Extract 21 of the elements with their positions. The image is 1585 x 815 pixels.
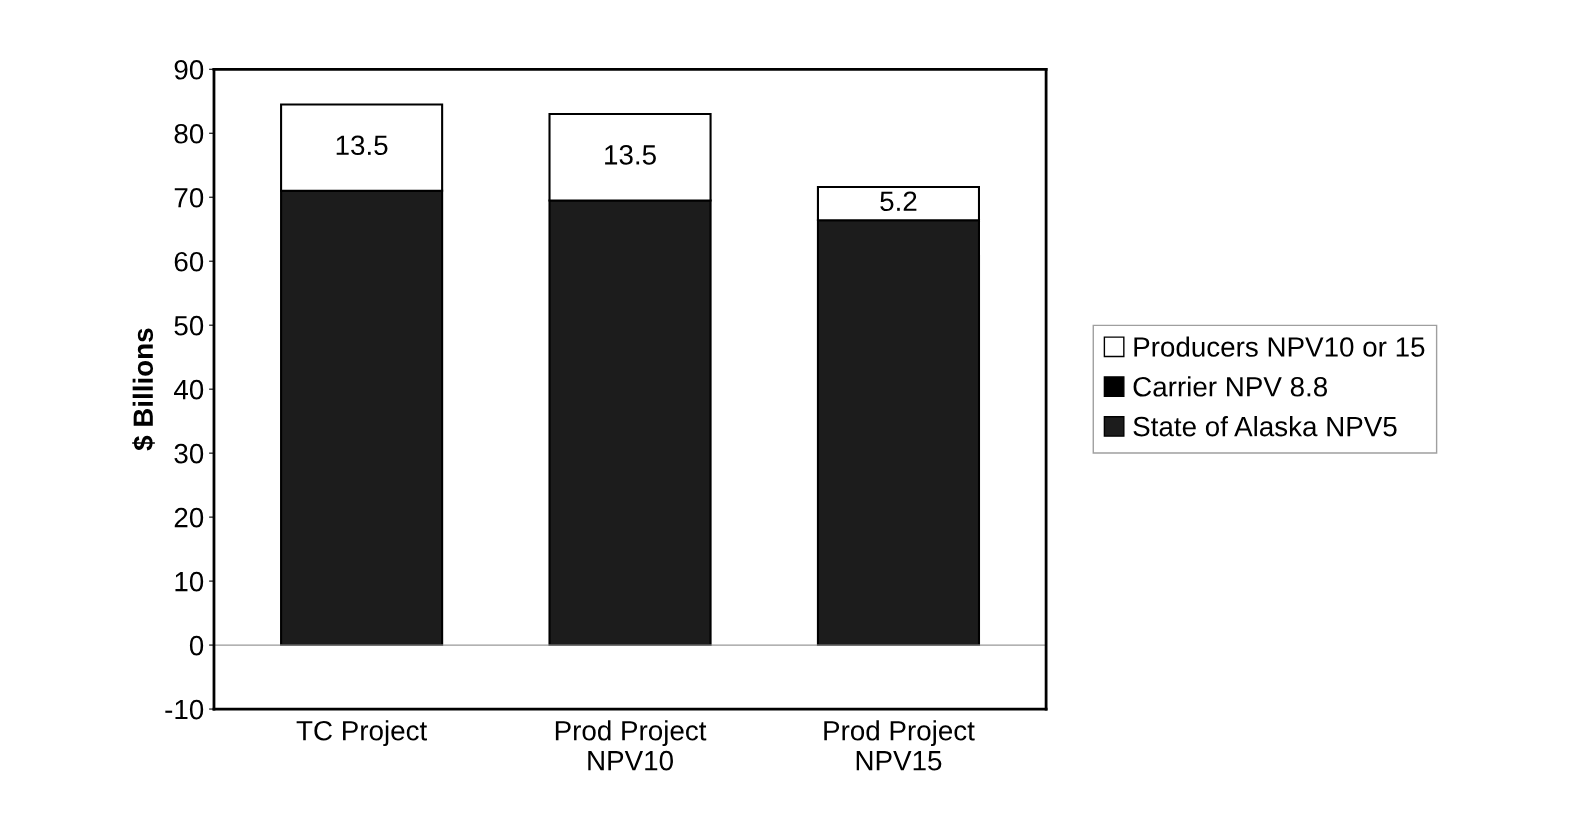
- y-tick-label: 70: [174, 187, 204, 208]
- y-tick-label: 0: [189, 635, 204, 656]
- data-label: 13.5: [605, 145, 656, 165]
- data-label: 13.5: [336, 135, 388, 156]
- y-tick-label: 40: [174, 379, 204, 400]
- x-tick-label: TC Project: [296, 720, 428, 747]
- x-tick-label: Prod Project NPV10: [555, 720, 707, 771]
- y-tick-label: 10: [175, 571, 204, 592]
- y-tick-label: 20: [174, 507, 204, 528]
- y-tick-label: 50: [174, 315, 204, 336]
- y-tick-label: 90: [174, 59, 204, 80]
- y-tick-label: -10: [165, 699, 204, 720]
- data-label: 5.2: [880, 191, 917, 212]
- legend-label: Producers NPV10 or 15: [1134, 336, 1425, 357]
- y-axis-title: $ Billions: [132, 328, 155, 451]
- y-tick-label: 30: [174, 443, 204, 464]
- legend-label: Carrier NPV 8.8: [1133, 376, 1327, 397]
- y-tick-label: 80: [174, 123, 204, 144]
- x-tick-label: Prod Project NPV15: [824, 720, 975, 771]
- y-tick-label: 60: [174, 251, 204, 272]
- legend-label: State of Alaska NPV5: [1133, 416, 1397, 437]
